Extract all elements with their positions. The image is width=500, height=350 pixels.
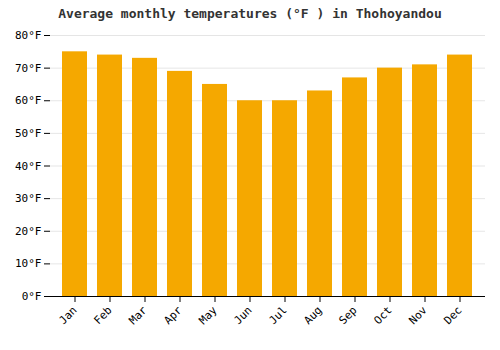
svg-text:May: May bbox=[196, 303, 220, 327]
svg-text:Sep: Sep bbox=[336, 304, 359, 327]
svg-text:20°F: 20°F bbox=[15, 225, 42, 238]
svg-text:Mar: Mar bbox=[126, 303, 150, 327]
svg-text:80°F: 80°F bbox=[15, 29, 42, 42]
svg-text:50°F: 50°F bbox=[15, 127, 42, 140]
svg-text:0°F: 0°F bbox=[22, 290, 42, 303]
svg-text:10°F: 10°F bbox=[15, 257, 42, 270]
svg-text:Dec: Dec bbox=[441, 304, 464, 327]
svg-text:Jan: Jan bbox=[56, 304, 79, 327]
svg-text:Feb: Feb bbox=[91, 304, 114, 327]
svg-text:Jun: Jun bbox=[231, 304, 254, 327]
svg-text:Nov: Nov bbox=[406, 303, 430, 327]
svg-text:70°F: 70°F bbox=[15, 62, 42, 75]
svg-text:30°F: 30°F bbox=[15, 192, 42, 205]
svg-text:Oct: Oct bbox=[371, 304, 394, 327]
svg-text:60°F: 60°F bbox=[15, 94, 42, 107]
html-text:Average monthly temperatures (: Average monthly temperatures (°F ) in Th… bbox=[58, 6, 442, 21]
svg-text:40°F: 40°F bbox=[15, 160, 42, 173]
svg-text:Jul: Jul bbox=[266, 304, 289, 327]
svg-text:Aug: Aug bbox=[301, 304, 324, 327]
svg-text:Apr: Apr bbox=[161, 303, 185, 327]
